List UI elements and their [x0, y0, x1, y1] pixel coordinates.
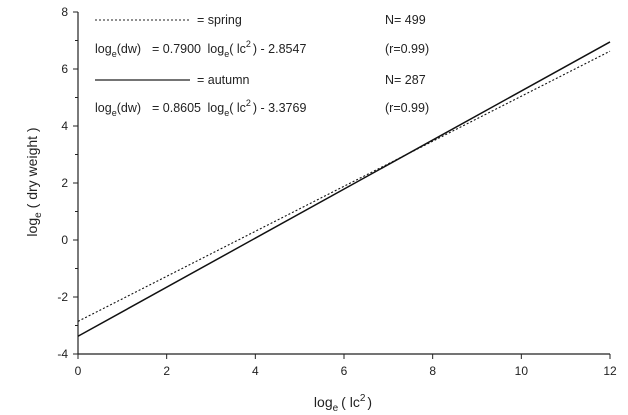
y-tick-label: 4 — [61, 119, 68, 133]
axes — [77, 12, 610, 355]
x-tick-label: 8 — [429, 364, 436, 378]
legend-n-spring: N= 499 — [385, 13, 426, 27]
ticks: 0 2 4 6 8 10 12 -4 -2 0 2 4 6 8 — [57, 5, 617, 378]
x-axis-label: loge( lc2) — [314, 393, 372, 414]
legend-n-autumn: N= 287 — [385, 73, 426, 87]
y-axis-label: loge( dry weight ) — [24, 127, 44, 236]
y-tick-label: -2 — [57, 290, 68, 304]
legend-r-autumn: (r=0.99) — [385, 101, 429, 115]
legend-label-spring: = spring — [197, 13, 242, 27]
x-tick-label: 6 — [341, 364, 348, 378]
series-line-autumn — [77, 41, 611, 337]
y-tick-label: 2 — [61, 176, 68, 190]
y-tick-label: 0 — [61, 233, 68, 247]
x-tick-label: 0 — [75, 364, 82, 378]
legend-label-autumn: = autumn — [197, 73, 250, 87]
x-tick-label: 4 — [252, 364, 259, 378]
series — [77, 41, 611, 337]
legend-r-spring: (r=0.99) — [385, 42, 429, 56]
x-tick-label: 2 — [163, 364, 170, 378]
legend-equation-spring: loge(dw) = 0.7900 loge( lc2) - 2.8547 — [95, 39, 306, 59]
legend: = spring N= 499 loge(dw) = 0.7900 loge( … — [95, 13, 429, 118]
legend-equation-autumn: loge(dw) = 0.8605 loge( lc2) - 3.3769 — [95, 98, 306, 118]
x-tick-label: 12 — [603, 364, 617, 378]
y-tick-label: -4 — [57, 347, 68, 361]
y-tick-label: 6 — [61, 62, 68, 76]
series-line-spring — [77, 50, 611, 322]
x-tick-label: 10 — [515, 364, 529, 378]
y-tick-label: 8 — [61, 5, 68, 19]
